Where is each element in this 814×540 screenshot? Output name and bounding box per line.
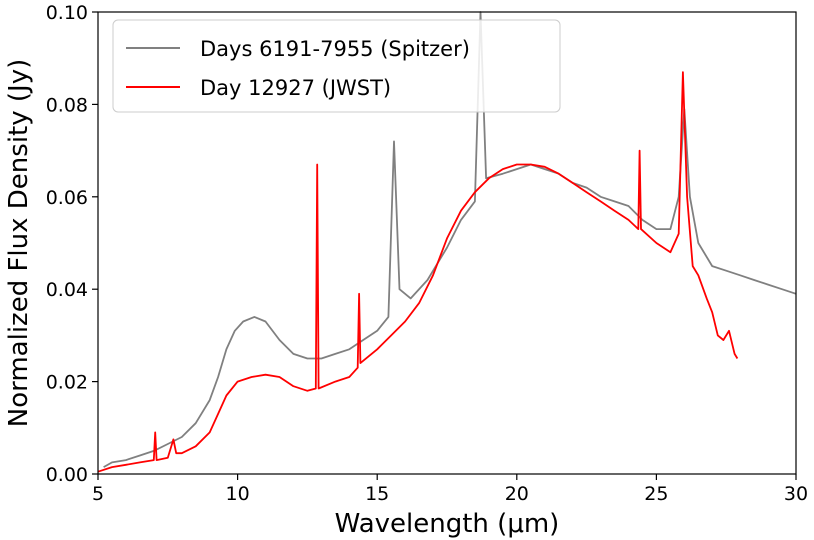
x-axis-label: Wavelength (μm) <box>335 509 560 539</box>
series-layer <box>97 11 797 473</box>
x-tick-label: 5 <box>92 483 104 505</box>
y-tick-label: 0.02 <box>46 372 88 394</box>
legend-label: Day 12927 (JWST) <box>200 76 391 100</box>
y-tick-label: 0.00 <box>46 464 88 486</box>
x-tick-label: 30 <box>784 483 808 505</box>
plot-frame <box>97 11 797 475</box>
y-axis-label: Normalized Flux Density (Jy) <box>4 59 34 427</box>
y-tick-label: 0.10 <box>46 2 88 24</box>
legend-label: Days 6191-7955 (Spitzer) <box>200 37 470 61</box>
legend: Days 6191-7955 (Spitzer) Day 12927 (JWST) <box>112 19 561 113</box>
y-tick-label: 0.06 <box>46 187 88 209</box>
tick-layer: 5 10 15 20 25 30 0.00 0.02 0.04 0.06 0.08 0.10 <box>46 2 808 505</box>
x-tick-label: 10 <box>226 483 250 505</box>
x-tick-label: 15 <box>365 483 389 505</box>
x-tick-label: 25 <box>644 483 668 505</box>
x-tick-label: 20 <box>505 483 529 505</box>
y-tick-label: 0.08 <box>46 94 88 116</box>
legend-box <box>112 19 561 113</box>
series-line-spitzer <box>103 11 797 468</box>
y-tick-label: 0.04 <box>46 279 88 301</box>
series-line-jwst <box>97 71 739 473</box>
